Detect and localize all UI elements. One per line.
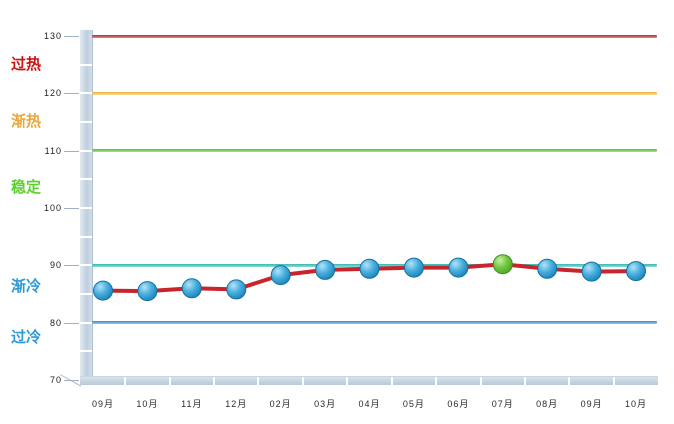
data-point-marker[interactable] [626, 261, 646, 282]
y-tick-dash [64, 265, 79, 267]
data-point-marker[interactable] [537, 258, 558, 279]
y-bar-separator [80, 92, 92, 95]
y-bar-separator [80, 178, 92, 181]
zone-label-overcooled: 过冷 [11, 329, 42, 347]
x-tick-label: 06月 [447, 399, 470, 409]
y-tick-label-80: 80 [49, 317, 62, 328]
x-tick-label: 02月 [269, 399, 292, 409]
data-point-marker[interactable] [448, 257, 469, 278]
x-bar-separator [568, 377, 571, 385]
data-point-marker[interactable] [181, 278, 202, 299]
x-bar-separator [612, 377, 615, 385]
y-bar-separator [80, 293, 92, 295]
x-bar-separator [213, 377, 216, 385]
zone-label-cooling: 渐冷 [11, 277, 42, 295]
data-point-marker[interactable] [403, 257, 424, 278]
reference-line-80 [92, 321, 657, 325]
y-bar-separator [80, 63, 92, 66]
x-tick-label: 10月 [136, 399, 159, 409]
zone-label-warming: 渐热 [11, 113, 42, 130]
reference-line-120 [92, 91, 657, 95]
data-point-marker[interactable] [93, 280, 113, 301]
x-tick-label: 12月 [225, 399, 248, 409]
data-point-marker[interactable] [315, 259, 336, 280]
reference-line-110 [92, 149, 657, 153]
x-tick-label: 07月 [491, 399, 514, 409]
y-bar-separator [80, 207, 92, 209]
y-tick-label-130: 130 [43, 31, 62, 41]
y-tick-dash [64, 93, 79, 95]
y-tick-label-120: 120 [43, 88, 62, 99]
data-point-marker-highlight[interactable] [492, 254, 513, 275]
y-tick-dash [64, 380, 79, 381]
y-bar-separator [80, 350, 92, 353]
x-tick-label: 03月 [314, 399, 337, 409]
data-point-marker[interactable] [137, 281, 158, 302]
zone-label-overheated: 过热 [11, 55, 42, 73]
data-point-marker[interactable] [270, 265, 291, 286]
x-bar-separator [346, 377, 349, 385]
y-axis-bar [80, 30, 93, 384]
y-tick-label-70: 70 [49, 375, 62, 385]
x-axis-bar [80, 376, 658, 385]
y-bar-separator [80, 321, 92, 324]
data-point-marker[interactable] [226, 279, 247, 300]
y-tick-dash [64, 322, 79, 324]
x-bar-separator [301, 377, 304, 385]
y-tick-dash [64, 150, 79, 152]
data-point-marker[interactable] [359, 258, 380, 279]
y-tick-label-90: 90 [49, 260, 62, 271]
x-bar-separator [390, 377, 393, 385]
y-tick-dash [64, 208, 79, 209]
reference-line-130 [92, 34, 657, 38]
x-bar-separator [435, 377, 438, 385]
x-tick-label: 08月 [536, 399, 559, 409]
x-tick-label: 05月 [402, 399, 425, 409]
zone-label-stable: 稳定 [11, 178, 42, 196]
x-tick-label: 11月 [181, 399, 203, 409]
x-bar-separator [257, 377, 260, 385]
x-bar-separator [523, 377, 526, 385]
y-bar-separator [80, 235, 92, 238]
x-bar-separator [124, 377, 127, 385]
x-bar-separator [168, 377, 171, 385]
y-tick-label-100: 100 [43, 203, 62, 213]
x-tick-label: 10月 [625, 399, 648, 409]
x-tick-label: 04月 [358, 399, 381, 409]
y-tick-dash [64, 36, 79, 37]
x-tick-label: 09月 [580, 399, 603, 409]
y-bar-separator [80, 264, 92, 267]
x-bar-separator [479, 377, 482, 385]
x-tick-label: 09月 [91, 399, 114, 409]
y-bar-separator [80, 121, 92, 123]
y-bar-separator [80, 149, 92, 152]
y-tick-label-110: 110 [44, 145, 62, 156]
data-point-marker[interactable] [581, 261, 602, 282]
